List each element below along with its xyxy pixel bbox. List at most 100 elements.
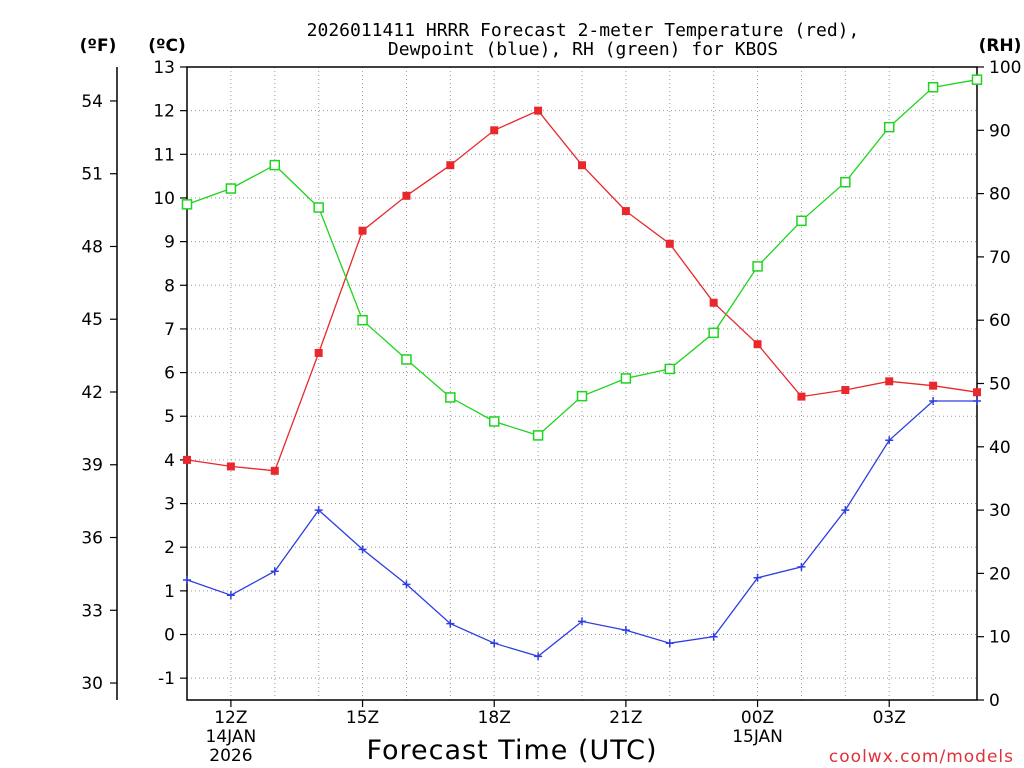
rh-tick-label: 70: [989, 248, 1011, 268]
fahrenheit-tick-label: 45: [81, 310, 103, 330]
celsius-tick-label: 6: [164, 364, 175, 384]
rh-point: [181, 199, 193, 210]
temperature-point: [358, 226, 367, 235]
dewpoint-point: [797, 562, 806, 571]
dewpoint-point: [841, 506, 850, 515]
fahrenheit-tick-label: 54: [81, 92, 103, 112]
dewpoint-point: [314, 506, 323, 515]
temperature-point: [183, 455, 191, 464]
fahrenheit-tick-label: 51: [81, 165, 103, 185]
temperature-point: [973, 388, 981, 397]
celsius-tick-label: 11: [153, 145, 175, 165]
dewpoint-point: [226, 591, 235, 600]
x-tick-date-label: 15JAN: [732, 727, 783, 747]
rh-point: [269, 159, 281, 171]
rh-point: [664, 363, 676, 375]
temperature-point: [797, 392, 806, 401]
rh-point: [313, 202, 324, 213]
dewpoint-point: [358, 545, 367, 554]
chart-title: 2026011411 HRRR Forecast 2-meter Tempera…: [307, 20, 860, 60]
x-axis-title: Forecast Time (UTC): [366, 735, 657, 766]
dewpoint-point: [402, 580, 411, 589]
rh-point: [971, 74, 983, 85]
rh-point: [752, 261, 763, 272]
rh-line: [186, 79, 978, 437]
temperature-point: [534, 106, 543, 115]
axes: -101234567891011121330333639424548515401…: [81, 58, 1021, 766]
rh-tick-label: 80: [989, 185, 1011, 205]
rh-tick-label: 90: [989, 121, 1011, 141]
rh-tick-label: 60: [989, 311, 1011, 331]
dewpoint-point: [534, 652, 543, 661]
rh-tick-label: 100: [989, 58, 1021, 78]
rh-tick-label: 10: [989, 628, 1011, 648]
celsius-tick-label: 3: [164, 495, 175, 515]
temperature-point: [621, 207, 630, 216]
celsius-tick-label: 7: [164, 320, 175, 340]
temperature-point: [578, 161, 586, 170]
celsius-tick-label: 9: [164, 233, 175, 253]
fahrenheit-tick-label: 33: [81, 601, 103, 621]
rh-point: [620, 373, 632, 384]
x-tick-label: 03Z: [873, 708, 906, 728]
rh-tick-label: 0: [989, 691, 1000, 711]
celsius-tick-label: 1: [164, 582, 175, 602]
temperature-point: [709, 298, 718, 307]
fahrenheit-tick-label: 42: [81, 383, 103, 403]
celsius-tick-label: 5: [164, 407, 175, 427]
temperature-point: [446, 161, 455, 170]
x-tick-label: 15Z: [346, 708, 379, 728]
celsius-tick-label: 4: [164, 451, 175, 471]
x-tick-label: 21Z: [609, 708, 642, 728]
temperature-point: [270, 466, 279, 475]
temperature-point: [226, 462, 235, 471]
temperature-point: [753, 340, 762, 349]
dewpoint-point: [578, 617, 586, 626]
dewpoint-point: [753, 573, 762, 582]
rh-point: [488, 416, 500, 427]
rh-point: [927, 82, 939, 93]
rh-point: [401, 354, 412, 365]
celsius-tick-label: 2: [164, 538, 175, 558]
rh-point: [796, 215, 807, 227]
fahrenheit-tick-label: 39: [81, 456, 103, 476]
celsius-tick-label: 13: [153, 58, 175, 78]
x-tick-label: 12Z: [214, 708, 247, 728]
rh-point: [576, 390, 588, 402]
series-layer: [181, 74, 983, 661]
dewpoint-point: [885, 436, 894, 445]
celsius-tick-label: 12: [153, 102, 175, 122]
temperature-point: [841, 386, 850, 395]
dewpoint-series: [183, 396, 981, 661]
title-line-1: 2026011411 HRRR Forecast 2-meter Tempera…: [307, 20, 860, 41]
rh-tick-label: 50: [989, 375, 1011, 395]
dewpoint-point: [183, 575, 191, 584]
dewpoint-point: [490, 639, 499, 648]
temperature-point: [885, 377, 894, 386]
rh-unit-label: (RH): [979, 36, 1022, 56]
dewpoint-point: [929, 396, 938, 405]
dewpoint-point: [665, 639, 674, 648]
temperature-point: [665, 239, 674, 248]
fahrenheit-tick-label: 48: [81, 237, 103, 257]
rh-tick-label: 20: [989, 564, 1011, 584]
dewpoint-point: [270, 567, 279, 576]
dewpoint-point: [621, 626, 630, 635]
rh-point: [708, 327, 719, 339]
rh-series: [181, 74, 983, 441]
rh-point: [357, 314, 368, 326]
temperature-point: [402, 191, 411, 200]
rh-point: [883, 121, 895, 133]
title-line-2: Dewpoint (blue), RH (green) for KBOS: [388, 39, 778, 60]
rh-tick-label: 30: [989, 501, 1011, 521]
celsius-tick-label: -1: [158, 669, 175, 689]
fahrenheit-unit-label: (ºF): [80, 36, 117, 56]
fahrenheit-tick-label: 30: [81, 674, 103, 694]
temperature-point: [490, 126, 499, 135]
celsius-unit-label: (ºC): [148, 36, 186, 56]
rh-point: [225, 183, 237, 194]
celsius-tick-label: 10: [153, 189, 175, 209]
x-tick-date-label: 14JAN: [206, 727, 257, 747]
rh-point: [840, 176, 851, 188]
